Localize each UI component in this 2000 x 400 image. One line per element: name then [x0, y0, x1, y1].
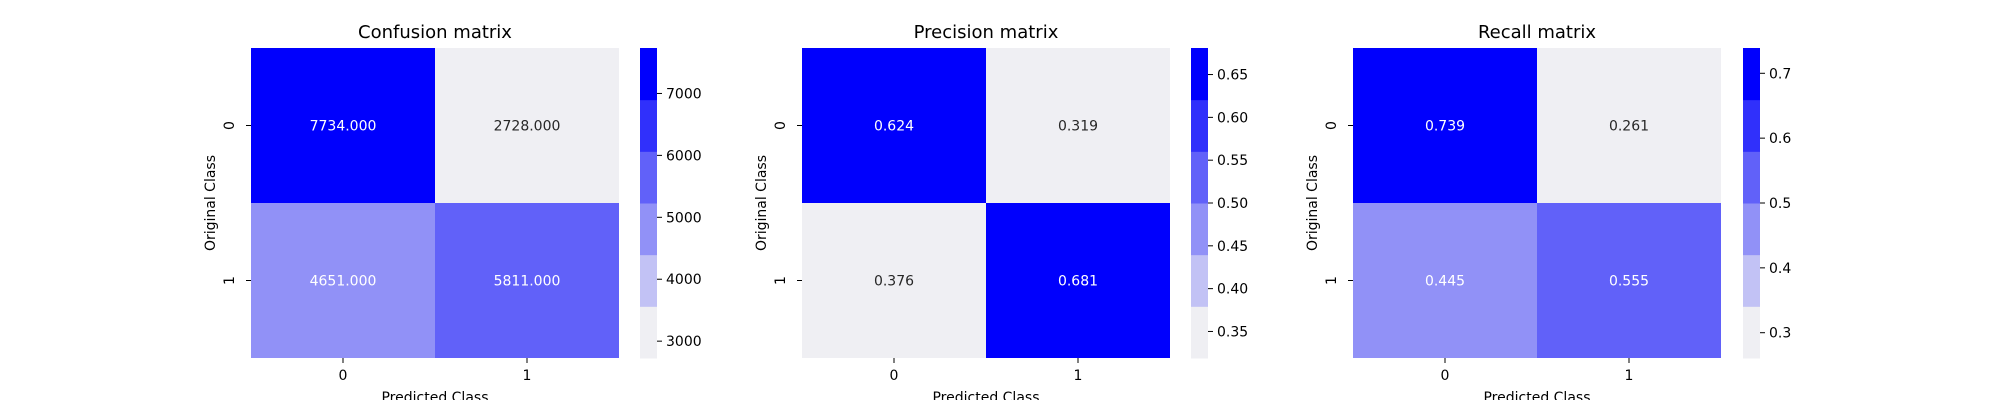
- cell-value-label: 0.445: [1425, 274, 1465, 290]
- cell-value-label: 0.261: [1609, 119, 1649, 135]
- heatmap-cell: [802, 48, 986, 203]
- colorbar-band: [1743, 99, 1760, 152]
- colorbar-tick-label: 4000: [666, 272, 702, 288]
- colorbar-band: [640, 254, 657, 307]
- heatmap-cell: [251, 48, 435, 203]
- colorbar-tick-label: 0.50: [1217, 196, 1248, 212]
- heatmap-cell: [435, 48, 619, 203]
- y-axis-label: Original Class: [1305, 155, 1321, 251]
- colorbar-band: [1191, 306, 1208, 359]
- colorbar-band: [640, 306, 657, 359]
- chart-title: Recall matrix: [1478, 22, 1596, 43]
- y-tick-label: 1: [222, 276, 238, 285]
- colorbar-band: [1743, 48, 1760, 101]
- y-tick-label: 0: [222, 121, 238, 130]
- heatmap-cell: [986, 203, 1170, 358]
- colorbar-tick-label: 5000: [666, 210, 702, 226]
- heatmap-cell: [435, 203, 619, 358]
- colorbar-tick-label: 6000: [666, 148, 702, 164]
- colorbar-tick-label: 0.4: [1769, 261, 1791, 277]
- cell-value-label: 0.624: [874, 119, 914, 135]
- colorbar-band: [1191, 254, 1208, 307]
- colorbar-tick-label: 0.6: [1769, 131, 1791, 147]
- colorbar-tick-label: 0.3: [1769, 326, 1791, 342]
- heatmap-cell: [1537, 203, 1721, 358]
- cell-value-label: 0.376: [874, 274, 914, 290]
- heatmap-cell: [251, 203, 435, 358]
- heatmap-cell: [986, 48, 1170, 203]
- x-tick-label: 1: [1074, 368, 1083, 384]
- colorbar-tick-label: 0.7: [1769, 66, 1791, 82]
- colorbar-tick-label: 0.45: [1217, 239, 1248, 255]
- y-tick-label: 0: [1324, 121, 1340, 130]
- cell-value-label: 0.681: [1058, 274, 1098, 290]
- y-axis-label: Original Class: [203, 155, 219, 251]
- x-tick-label: 0: [339, 368, 348, 384]
- heatmap-cell: [802, 203, 986, 358]
- x-tick-label: 1: [523, 368, 532, 384]
- y-tick-label: 0: [773, 121, 789, 130]
- colorbar-band: [640, 48, 657, 101]
- cell-value-label: 0.555: [1609, 274, 1649, 290]
- colorbar-band: [1191, 203, 1208, 256]
- colorbar-band: [1743, 306, 1760, 359]
- x-tick-label: 1: [1625, 368, 1634, 384]
- colorbar-band: [1191, 151, 1208, 204]
- colorbar-band: [640, 99, 657, 152]
- y-tick-label: 1: [773, 276, 789, 285]
- colorbar-tick-label: 0.60: [1217, 110, 1248, 126]
- colorbar-band: [640, 151, 657, 204]
- cell-value-label: 0.319: [1058, 119, 1098, 135]
- chart-title: Confusion matrix: [358, 22, 512, 43]
- heatmap-panel-1: Confusion matrix 7734.000 2728.000 4651.000…: [203, 22, 702, 400]
- colorbar-tick-label: 0.55: [1217, 153, 1248, 169]
- x-axis-label: Predicted Class: [1483, 390, 1590, 400]
- chart-title: Precision matrix: [914, 22, 1059, 43]
- heatmap-panel-3: Recall matrix 0.739 0.261 0.445 0.555 0 1 0 1 Pre…: [1305, 22, 1791, 400]
- colorbar-tick-label: 0.65: [1217, 68, 1248, 84]
- x-axis-label: Predicted Class: [932, 390, 1039, 400]
- colorbar-band: [1191, 48, 1208, 101]
- cell-value-label: 2728.000: [494, 119, 561, 135]
- heatmap-cell: [1353, 203, 1537, 358]
- x-axis-label: Predicted Class: [381, 390, 488, 400]
- colorbar-band: [640, 203, 657, 256]
- heatmap-panel-2: Precision matrix 0.624 0.319 0.376 0.681 0 1 0 1…: [754, 22, 1248, 400]
- colorbar-tick-label: 0.40: [1217, 282, 1248, 298]
- heatmap-cell: [1353, 48, 1537, 203]
- colorbar-tick-label: 7000: [666, 86, 702, 102]
- colorbar-band: [1191, 99, 1208, 152]
- y-tick-label: 1: [1324, 276, 1340, 285]
- cell-value-label: 0.739: [1425, 119, 1465, 135]
- colorbar-tick-label: 0.35: [1217, 324, 1248, 340]
- colorbar-band: [1743, 203, 1760, 256]
- x-tick-label: 0: [1441, 368, 1450, 384]
- cell-value-label: 5811.000: [494, 274, 561, 290]
- colorbar-tick-label: 3000: [666, 334, 702, 350]
- heatmap-cell: [1537, 48, 1721, 203]
- cell-value-label: 4651.000: [310, 274, 377, 290]
- cell-value-label: 7734.000: [310, 119, 377, 135]
- x-tick-label: 0: [890, 368, 899, 384]
- y-axis-label: Original Class: [754, 155, 770, 251]
- colorbar-tick-label: 0.5: [1769, 196, 1791, 212]
- colorbar-band: [1743, 254, 1760, 307]
- colorbar-band: [1743, 151, 1760, 204]
